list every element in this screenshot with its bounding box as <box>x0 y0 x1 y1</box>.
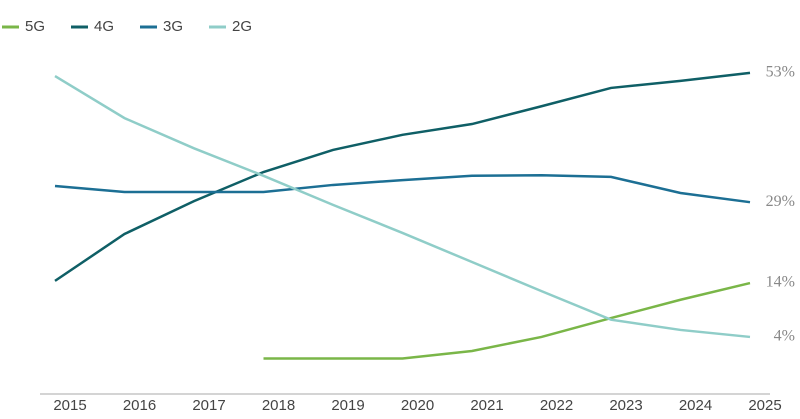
x-tick-label: 2024 <box>679 397 712 414</box>
x-tick-label: 2023 <box>609 397 642 414</box>
x-tick-label: 2015 <box>53 397 86 414</box>
x-tick-label: 2016 <box>123 397 156 414</box>
end-label: 4% <box>774 328 795 345</box>
series-line <box>54 173 751 204</box>
x-tick-label: 2019 <box>331 397 364 414</box>
end-label: 14% <box>766 274 795 291</box>
x-tick-label: 2021 <box>470 397 503 414</box>
legend-label: 5G <box>25 18 45 35</box>
x-tick-label: 2022 <box>540 397 573 414</box>
x-tick-label: 2020 <box>401 397 434 414</box>
legend-label: 4G <box>94 18 114 35</box>
x-tick-label: 2017 <box>192 397 225 414</box>
end-label: 29% <box>766 193 795 210</box>
x-tick-label: 2025 <box>748 397 781 414</box>
series-line <box>54 71 751 282</box>
legend-label: 3G <box>163 18 183 35</box>
x-tick-label: 2018 <box>262 397 295 414</box>
series-line <box>54 74 751 339</box>
end-label: 53% <box>766 64 795 81</box>
series-line <box>263 281 751 360</box>
legend-label: 2G <box>232 18 252 35</box>
